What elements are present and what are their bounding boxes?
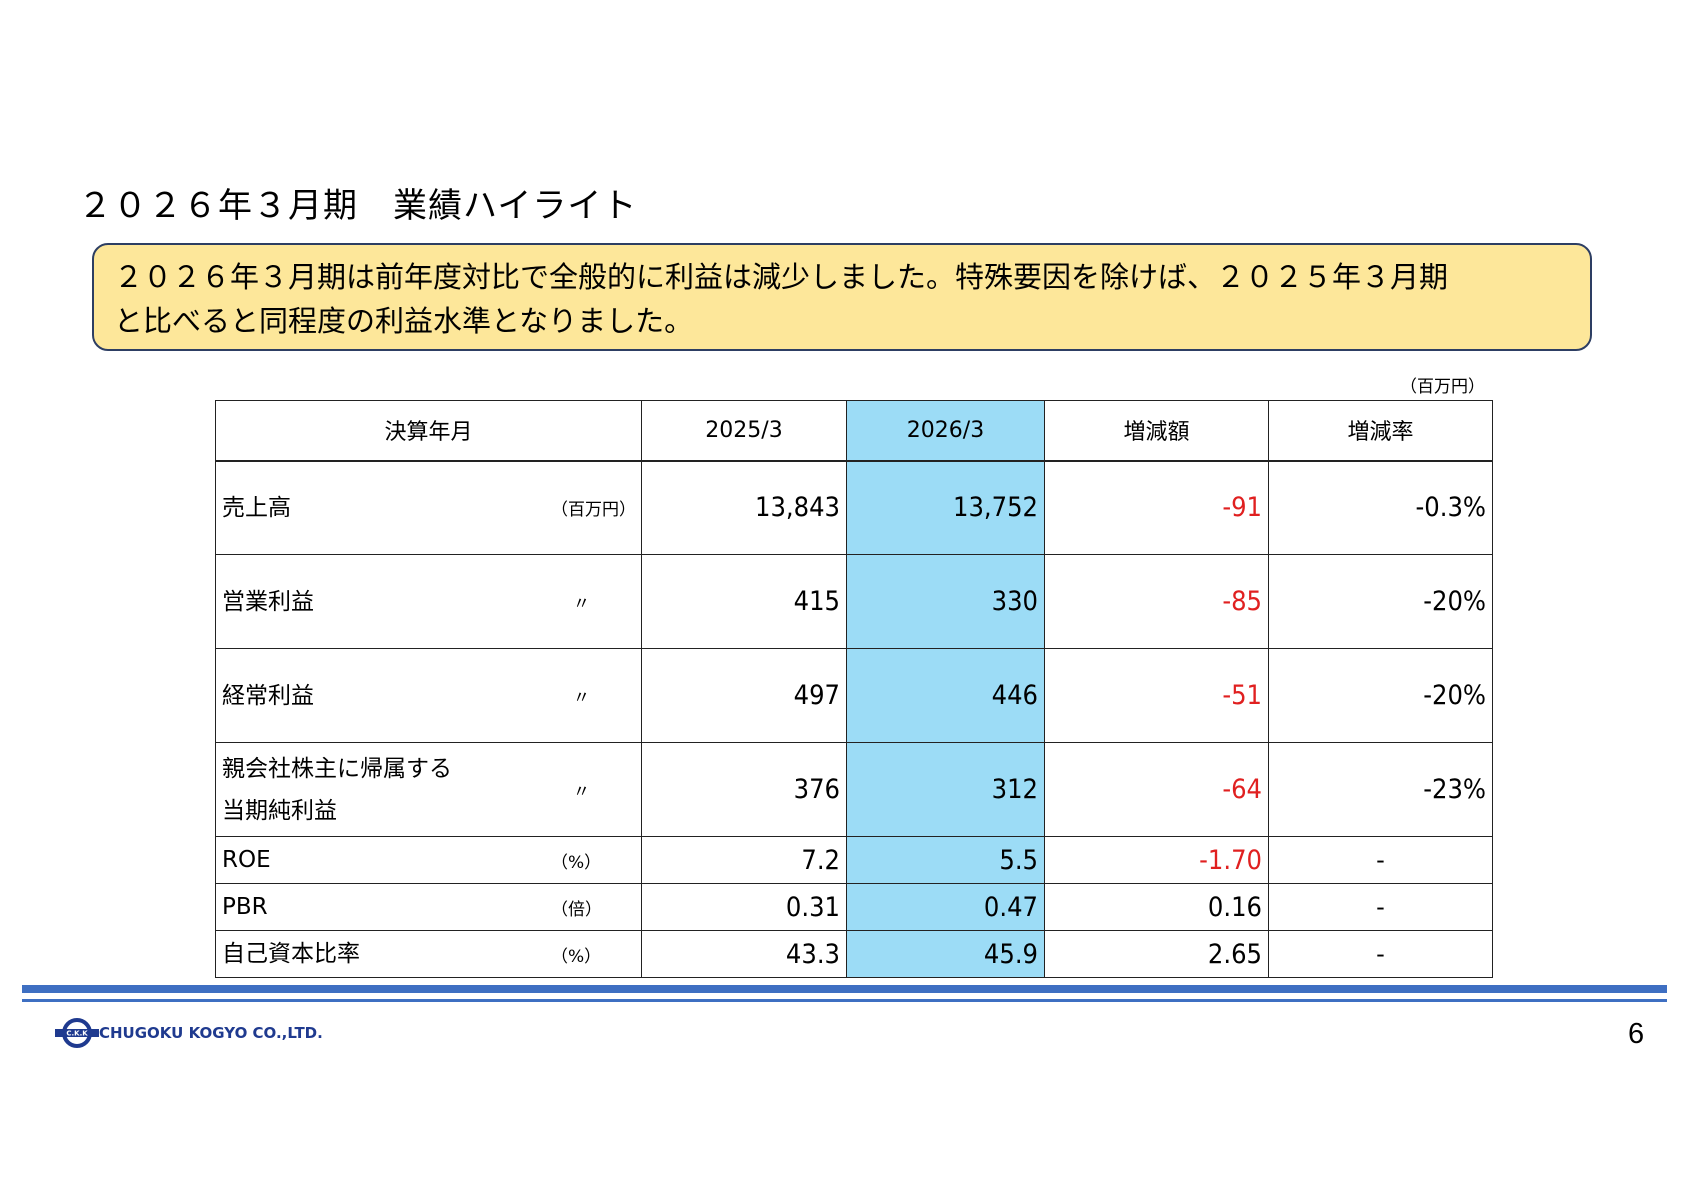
header-2025: 2025/3 <box>641 400 847 462</box>
value-2026: 13,752 <box>846 460 1045 555</box>
summary-line-2: と比べると同程度の利益水準となりました。 <box>114 304 694 338</box>
change-amount: 0.16 <box>1044 883 1269 931</box>
table-row: 売上高 （百万円） 13,843 13,752 -91 -0.3% <box>215 460 1493 555</box>
value-2026: 446 <box>846 648 1045 743</box>
table-row: 自己資本比率 （%） 43.3 45.9 2.65- <box>215 930 1493 978</box>
change-rate: -20% <box>1268 648 1493 743</box>
change-amount: -64 <box>1044 742 1269 837</box>
row-label: ROE <box>222 847 271 873</box>
row-label-cell: 売上高 （百万円） <box>215 460 642 555</box>
row-unit: （%） <box>551 852 602 873</box>
logo-mark-text: C.K.K <box>66 1030 88 1038</box>
header-change-amount: 増減額 <box>1044 400 1269 462</box>
change-amount: 2.65 <box>1044 930 1269 978</box>
change-rate: - <box>1268 883 1493 931</box>
row-label: 営業利益 <box>222 588 314 615</box>
value-2025: 376 <box>641 742 847 837</box>
value-2026: 5.5 <box>846 836 1045 884</box>
change-rate: -0.3% <box>1268 460 1493 555</box>
value-2025: 7.2 <box>641 836 847 884</box>
change-amount: -85 <box>1044 554 1269 649</box>
row-label-line-2: 当期純利益 <box>222 797 337 824</box>
row-unit: 〃 <box>573 688 590 708</box>
row-unit: （%） <box>551 946 602 967</box>
row-unit: （倍） <box>551 899 602 920</box>
table-row: 経常利益 〃 497 446 -51 -20% <box>215 648 1493 743</box>
row-label: 自己資本比率 <box>222 941 360 967</box>
value-2025: 415 <box>641 554 847 649</box>
value-2026: 312 <box>846 742 1045 837</box>
page-title: ２０２６年３月期 業績ハイライト <box>78 186 638 226</box>
results-table: 決算年月 2025/3 2026/3 増減額 増減率 売上高 （百万円） 13,84… <box>215 400 1493 978</box>
company-name: CHUGOKU KOGYO CO.,LTD. <box>99 1024 323 1042</box>
change-amount: -1.70 <box>1044 836 1269 884</box>
header-change-rate: 増減率 <box>1268 400 1493 462</box>
row-label-cell: 親会社株主に帰属する 当期純利益 〃 <box>215 742 642 837</box>
change-rate: -23% <box>1268 742 1493 837</box>
header-fiscal-period: 決算年月 <box>215 400 642 462</box>
value-2025: 0.31 <box>641 883 847 931</box>
change-rate: - <box>1268 836 1493 884</box>
header-2026: 2026/3 <box>846 400 1045 462</box>
change-amount: -51 <box>1044 648 1269 743</box>
row-label: 経常利益 <box>222 682 314 709</box>
value-2026: 330 <box>846 554 1045 649</box>
row-unit: 〃 <box>573 782 590 802</box>
table-header-row: 決算年月 2025/3 2026/3 増減額 増減率 <box>215 400 1493 462</box>
row-label: 親会社株主に帰属する <box>222 755 452 782</box>
footer-rule-thick <box>22 985 1667 993</box>
table-body: 売上高 （百万円） 13,843 13,752 -91 -0.3% 営業利益〃 415 330-… <box>215 460 1493 978</box>
row-label-cell: 自己資本比率 （%） <box>215 930 642 978</box>
value-2026: 0.47 <box>846 883 1045 931</box>
row-label: PBR <box>222 894 268 920</box>
company-logo: C.K.K CHUGOKU KOGYO CO.,LTD. <box>55 1018 323 1048</box>
table-row: ROE （%） 7.2 5.5 -1.70- <box>215 836 1493 884</box>
value-2025: 43.3 <box>641 930 847 978</box>
row-unit: 〃 <box>573 594 590 614</box>
row-unit: （百万円） <box>551 500 636 521</box>
table-row: PBR （倍） 0.31 0.47 0.16- <box>215 883 1493 931</box>
row-label-cell: ROE （%） <box>215 836 642 884</box>
summary-box: ２０２６年３月期は前年度対比で全般的に利益は減少しました。特殊要因を除けば、２０… <box>92 243 1592 351</box>
footer-rule-thin <box>22 999 1667 1002</box>
page-number: 6 <box>1628 1018 1645 1050</box>
row-label-cell: PBR （倍） <box>215 883 642 931</box>
change-rate: - <box>1268 930 1493 978</box>
row-label: 売上高 <box>222 494 291 521</box>
summary-line-1: ２０２６年３月期は前年度対比で全般的に利益は減少しました。特殊要因を除けば、２０… <box>114 260 1449 294</box>
row-label-cell: 営業利益 〃 <box>215 554 642 649</box>
value-2026: 45.9 <box>846 930 1045 978</box>
logo-mark-icon: C.K.K <box>55 1018 99 1048</box>
table-row: 親会社株主に帰属する 当期純利益 〃 376 312 -64 -23% <box>215 742 1493 837</box>
unit-note: （百万円） <box>1400 377 1485 397</box>
value-2025: 13,843 <box>641 460 847 555</box>
row-label-cell: 経常利益 〃 <box>215 648 642 743</box>
change-amount: -91 <box>1044 460 1269 555</box>
value-2025: 497 <box>641 648 847 743</box>
table-row: 営業利益 〃 415 330 -85 -20% <box>215 554 1493 649</box>
change-rate: -20% <box>1268 554 1493 649</box>
